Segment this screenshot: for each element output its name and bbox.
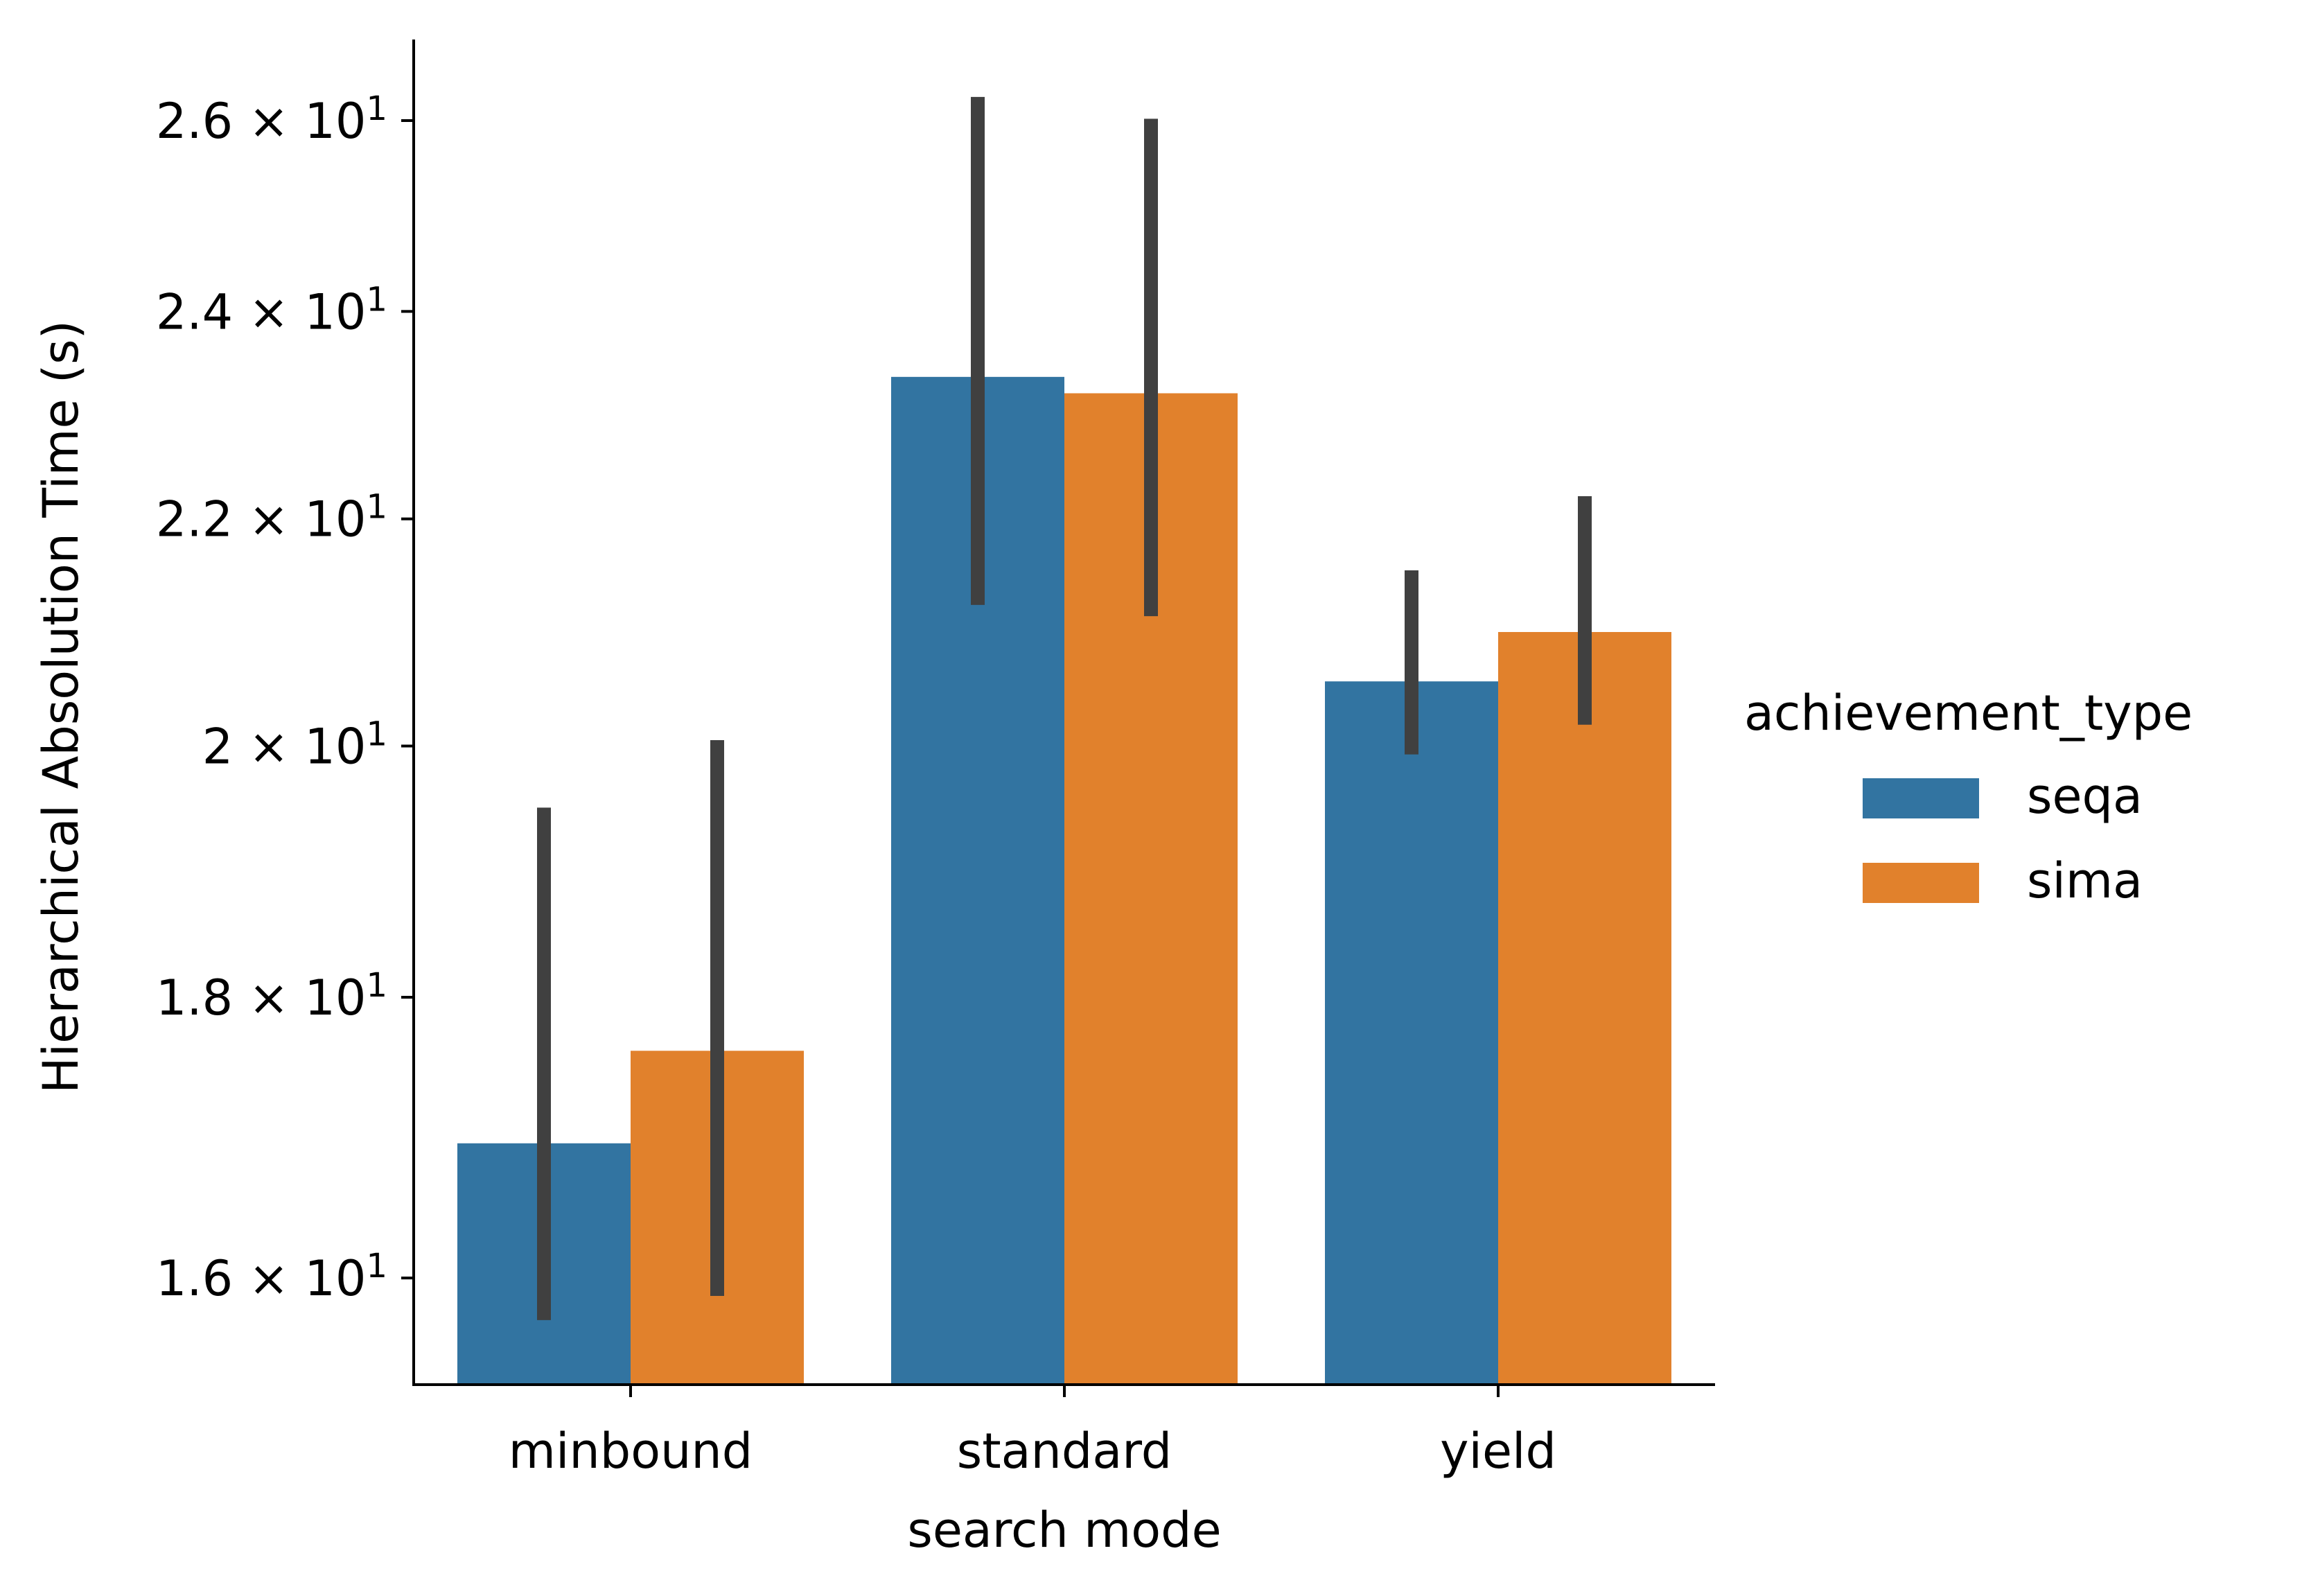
legend-title: achievement_type — [1744, 685, 2192, 742]
y-tick-label: 2.6 × 101 — [156, 89, 387, 150]
legend-swatch-seqa — [1863, 778, 1979, 818]
x-ticks-layer: minbound standard yield — [509, 1385, 1556, 1480]
legend-label-seqa: seqa — [2027, 768, 2143, 825]
x-axis-label: search mode — [907, 1502, 1221, 1559]
legend-label-sima: sima — [2027, 852, 2143, 909]
y-tick-label: 2.2 × 101 — [156, 488, 387, 548]
x-tick-label-yield: yield — [1440, 1423, 1556, 1480]
legend-items: seqa sima — [1863, 768, 2143, 909]
bar-sima-yield — [1498, 631, 1671, 1385]
errorbars-layer — [537, 96, 1592, 1320]
y-ticks-layer: 1.6 × 101 1.8 × 101 2 × 101 2.2 × 101 2.4 × … — [156, 89, 414, 1307]
y-tick-label: 1.8 × 101 — [156, 966, 387, 1026]
x-tick-label-standard: standard — [957, 1423, 1172, 1480]
bar-seqa-yield — [1325, 681, 1498, 1385]
y-tick-label: 1.6 × 101 — [156, 1247, 387, 1307]
legend: achievement_type seqa sima — [1744, 685, 2192, 909]
bars-layer — [457, 376, 1671, 1385]
y-axis-label: Hierarchical Absolution Time (s) — [33, 320, 89, 1094]
y-tick-label: 2 × 101 — [202, 715, 387, 775]
legend-swatch-sima — [1863, 863, 1979, 903]
y-tick-label: 2.4 × 101 — [156, 280, 387, 340]
x-tick-label-minbound: minbound — [509, 1423, 753, 1480]
